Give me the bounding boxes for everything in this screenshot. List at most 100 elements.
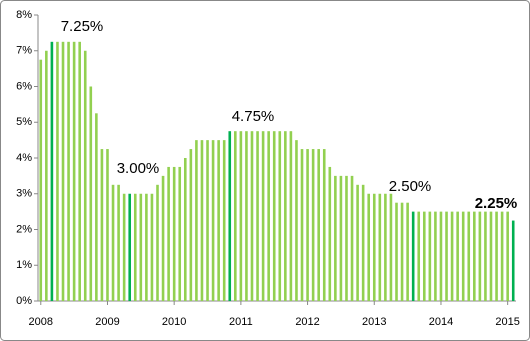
bar <box>278 131 282 301</box>
y-tick-label: 8% <box>16 9 32 21</box>
bar <box>450 211 454 301</box>
annotation: 3.00% <box>117 160 160 177</box>
bar <box>495 211 498 301</box>
bar <box>422 211 426 301</box>
bar <box>156 184 159 301</box>
bar <box>467 211 471 301</box>
x-tick-label: 2015 <box>495 316 519 328</box>
bar <box>178 166 182 301</box>
bar <box>345 175 348 301</box>
bar <box>217 140 220 301</box>
x-tick-label: 2013 <box>362 316 386 328</box>
bar <box>439 211 443 301</box>
bar <box>434 211 437 301</box>
annotation: 7.25% <box>61 18 104 35</box>
bar <box>317 149 320 301</box>
bar <box>339 175 343 301</box>
bar <box>484 211 487 301</box>
bar <box>489 211 493 301</box>
bar <box>300 149 304 301</box>
bar <box>473 211 476 301</box>
y-tick-label: 1% <box>16 259 32 271</box>
bar <box>167 166 170 301</box>
bar <box>284 131 287 301</box>
bar <box>511 220 515 301</box>
y-tick-label: 4% <box>16 152 32 164</box>
bar <box>378 193 382 301</box>
bar <box>289 131 293 301</box>
x-tick-label: 2009 <box>95 316 119 328</box>
bar <box>195 140 198 301</box>
bar <box>445 211 448 301</box>
bar <box>256 131 259 301</box>
bar <box>478 211 482 301</box>
x-tick-label: 2012 <box>295 316 319 328</box>
bar <box>50 41 54 301</box>
bar <box>117 184 120 301</box>
bar <box>61 41 65 301</box>
annotation: 4.75% <box>232 108 275 125</box>
bar <box>428 211 432 301</box>
bar <box>334 175 337 301</box>
bar <box>150 193 154 301</box>
bar <box>95 113 98 301</box>
bar <box>306 149 309 301</box>
bar <box>39 59 43 301</box>
y-tick-label: 7% <box>16 45 32 57</box>
bar <box>56 41 59 301</box>
bar <box>328 166 332 301</box>
y-tick-label: 3% <box>16 188 32 200</box>
bar <box>128 193 132 301</box>
bar <box>111 184 115 301</box>
bar <box>211 140 215 301</box>
bar <box>200 140 204 301</box>
x-tick-label: 2010 <box>162 316 186 328</box>
bar <box>228 131 232 301</box>
bar <box>322 149 326 301</box>
bar <box>456 211 459 301</box>
bar <box>145 193 148 301</box>
bar <box>272 131 276 301</box>
bar <box>122 193 126 301</box>
bar <box>356 184 359 301</box>
bar <box>400 202 404 301</box>
bar <box>250 131 254 301</box>
bar <box>133 193 137 301</box>
y-tick-label: 0% <box>16 295 32 307</box>
y-tick-label: 5% <box>16 116 32 128</box>
bar <box>106 149 109 301</box>
bar <box>78 41 81 301</box>
bar <box>361 184 365 301</box>
bar <box>72 41 76 301</box>
bar <box>417 211 421 301</box>
bar <box>100 149 104 301</box>
bar <box>183 158 187 301</box>
bar <box>295 140 298 301</box>
annotation: 2.50% <box>389 178 432 195</box>
bar <box>500 211 504 301</box>
bar <box>350 175 354 301</box>
bar <box>161 175 165 301</box>
bar <box>395 202 398 301</box>
bar <box>172 166 176 301</box>
bar <box>189 149 193 301</box>
bar <box>206 140 209 301</box>
y-tick-label: 6% <box>16 80 32 92</box>
bar <box>411 211 415 301</box>
bar <box>384 193 387 301</box>
bar <box>245 131 248 301</box>
bar <box>261 131 265 301</box>
bar <box>67 41 70 301</box>
bar <box>267 131 270 301</box>
x-tick-label: 2011 <box>229 316 253 328</box>
y-tick-label: 2% <box>16 223 32 235</box>
bar <box>222 140 226 301</box>
bar <box>239 131 243 301</box>
bar <box>89 86 93 301</box>
bar <box>506 211 509 301</box>
bar <box>139 193 143 301</box>
x-tick-label: 2008 <box>29 316 53 328</box>
bar <box>45 50 48 301</box>
